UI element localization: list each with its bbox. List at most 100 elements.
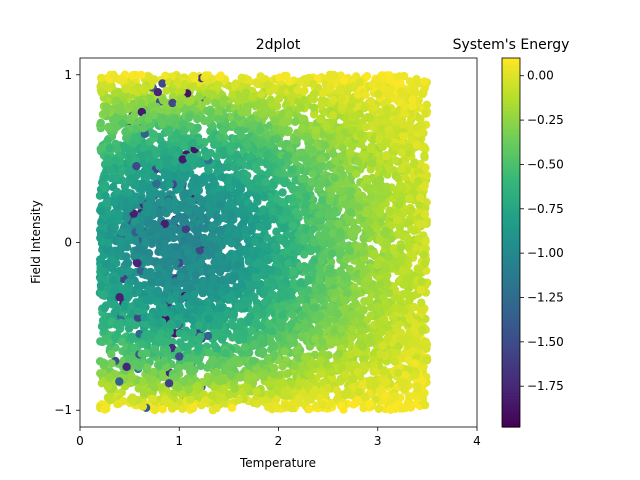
scatter-point: [127, 333, 136, 342]
scatter-point: [316, 369, 326, 378]
scatter-point: [104, 198, 113, 208]
scatter-point: [255, 125, 265, 135]
scatter-point: [326, 81, 335, 91]
scatter-point: [228, 120, 238, 129]
scatter-point: [308, 79, 318, 89]
scatter-point: [359, 354, 368, 364]
scatter-point: [291, 176, 300, 185]
scatter-point: [120, 286, 129, 295]
scatter-point: [319, 252, 328, 261]
scatter-point: [310, 303, 320, 312]
scatter-point: [359, 361, 368, 370]
scatter-point: [389, 94, 399, 103]
scatter-point: [284, 77, 293, 86]
scatter-point: [369, 135, 378, 144]
scatter-point: [158, 369, 167, 378]
scatter-point: [251, 273, 260, 282]
scatter-point: [421, 108, 430, 118]
scatter-point: [404, 355, 413, 364]
scatter-point: [278, 362, 287, 371]
scatter-point: [131, 320, 140, 330]
scatter-point: [409, 302, 419, 312]
scatter-point: [419, 142, 428, 151]
scatter-point: [133, 313, 143, 322]
scatter-point: [326, 257, 336, 267]
scatter-point: [274, 94, 284, 103]
scatter-point: [228, 90, 237, 100]
scatter-point: [282, 208, 292, 217]
scatter-point: [318, 196, 327, 205]
scatter-point: [102, 276, 112, 285]
scatter-point: [150, 344, 160, 354]
scatter-point: [309, 103, 319, 112]
scatter-point: [177, 390, 186, 399]
scatter-point: [337, 152, 346, 161]
scatter-point: [393, 320, 403, 330]
scatter-point: [180, 342, 189, 351]
scatter-point: [302, 192, 311, 201]
scatter-point: [405, 77, 415, 86]
scatter-point: [272, 134, 281, 143]
scatter-point: [405, 241, 414, 251]
scatter-point: [212, 403, 221, 413]
scatter-point: [421, 337, 431, 347]
scatter-point: [192, 181, 201, 190]
scatter-point: [387, 84, 396, 94]
scatter-point: [245, 281, 255, 290]
scatter-point: [100, 359, 109, 368]
scatter-point: [120, 302, 129, 311]
scatter-point: [407, 339, 416, 348]
scatter-point: [287, 379, 297, 388]
scatter-point: [269, 370, 279, 379]
scatter-point: [363, 177, 372, 186]
scatter-point: [96, 255, 105, 264]
scatter-point: [400, 173, 410, 182]
scatter-point: [266, 140, 276, 150]
scatter-point: [195, 246, 204, 255]
scatter-point: [418, 376, 427, 385]
scatter-point: [386, 207, 395, 216]
scatter-point: [183, 248, 193, 257]
scatter-point: [205, 210, 215, 219]
scatter-point: [376, 184, 385, 193]
scatter-point: [110, 89, 120, 99]
scatter-point: [331, 288, 341, 297]
scatter-point: [184, 206, 193, 216]
scatter-point: [336, 85, 345, 94]
scatter-point: [404, 148, 413, 157]
scatter-point: [376, 107, 385, 117]
scatter-point: [422, 171, 432, 180]
scatter-point: [354, 242, 363, 251]
scatter-point: [204, 201, 213, 210]
scatter-point: [277, 197, 287, 207]
scatter-point: [203, 96, 212, 106]
scatter-point: [152, 179, 161, 188]
scatter-point: [187, 197, 196, 206]
scatter-point: [328, 228, 338, 238]
scatter-point: [158, 79, 167, 88]
scatter-point: [374, 80, 384, 90]
scatter-point: [355, 261, 364, 270]
scatter-point: [134, 281, 143, 290]
scatter-point: [332, 338, 341, 347]
scatter-point: [180, 173, 189, 182]
scatter-point: [203, 331, 213, 341]
scatter-point: [274, 204, 284, 213]
scatter-point: [287, 310, 297, 319]
scatter-point: [384, 288, 394, 298]
scatter-point: [422, 344, 431, 353]
scatter-point: [300, 86, 309, 96]
scatter-point: [270, 350, 279, 359]
scatter-point: [102, 102, 111, 111]
scatter-point: [218, 146, 227, 156]
scatter-point: [390, 248, 400, 257]
scatter-point: [399, 132, 408, 141]
scatter-point: [217, 335, 227, 344]
scatter-point: [240, 343, 250, 352]
scatter-point: [269, 181, 278, 190]
scatter-point: [231, 355, 240, 365]
scatter-point: [224, 294, 234, 303]
scatter-point: [133, 245, 142, 255]
scatter-point: [400, 102, 409, 111]
scatter-point: [283, 369, 293, 378]
